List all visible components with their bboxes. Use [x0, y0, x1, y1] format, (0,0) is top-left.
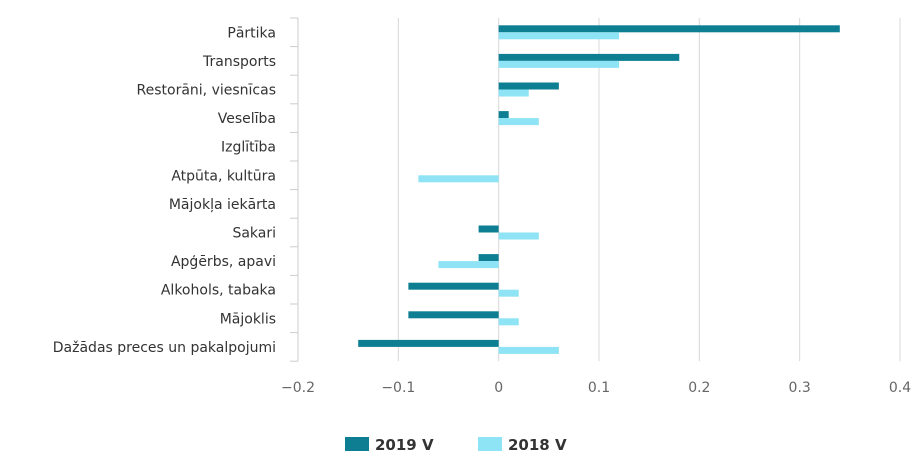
- bar-2019: [498, 25, 840, 33]
- x-tick-label: −0.1: [381, 380, 415, 396]
- bar-2019: [478, 254, 499, 262]
- legend: 2019 V 2018 V: [345, 436, 567, 454]
- category-label: Mājoklis: [220, 311, 276, 327]
- category-label: Restorāni, viesnīcas: [137, 83, 276, 99]
- category-label: Izglītība: [221, 140, 276, 156]
- category-labels: Pārtika Transports Restorāni, viesnīcas Ves…: [53, 17, 298, 362]
- bar-2018: [498, 60, 620, 68]
- x-tick-label: 0.2: [688, 380, 710, 396]
- x-tick-label: 0: [494, 380, 503, 396]
- category-label: Veselība: [218, 111, 276, 127]
- bar-2019: [408, 282, 499, 290]
- category-label: Alkohols, tabaka: [161, 283, 276, 299]
- category-label: Sakari: [232, 226, 276, 242]
- category-label: Mājokļa iekārta: [169, 197, 276, 213]
- bar-2019: [358, 339, 499, 347]
- category-label: Pārtika: [227, 25, 276, 41]
- bar-2019: [478, 225, 499, 233]
- bar-2019: [498, 53, 680, 61]
- bar-2019: [498, 82, 559, 90]
- x-tick-label: 0.1: [588, 380, 610, 396]
- grid-lines: [297, 18, 901, 362]
- x-tick-label: −0.2: [281, 380, 315, 396]
- bar-2018: [498, 289, 519, 297]
- legend-label[interactable]: 2019 V: [375, 436, 434, 454]
- bar-2018: [498, 318, 519, 326]
- bar-2019: [408, 311, 499, 319]
- bar-2018: [498, 32, 620, 40]
- bar-2018: [438, 261, 499, 269]
- bar-2018: [498, 118, 539, 126]
- category-label: Transports: [202, 54, 276, 70]
- bar-2019: [498, 111, 509, 119]
- x-tick-label: 0.4: [889, 380, 911, 396]
- category-label: Atpūta, kultūra: [171, 168, 276, 184]
- x-axis-ticks: −0.2 −0.1 0 0.1 0.2 0.3 0.4: [281, 380, 911, 396]
- legend-swatch: [345, 437, 369, 451]
- legend-swatch: [478, 437, 502, 451]
- bar-2018: [418, 175, 499, 183]
- category-label: Apģērbs, apavi: [171, 254, 276, 270]
- x-tick-label: 0.3: [789, 380, 811, 396]
- bars: [358, 25, 840, 354]
- bar-2018: [498, 89, 529, 97]
- bar-2018: [498, 232, 539, 240]
- bar-2018: [498, 346, 559, 354]
- category-label: Dažādas preces un pakalpojumi: [53, 340, 276, 356]
- legend-label[interactable]: 2018 V: [508, 436, 567, 454]
